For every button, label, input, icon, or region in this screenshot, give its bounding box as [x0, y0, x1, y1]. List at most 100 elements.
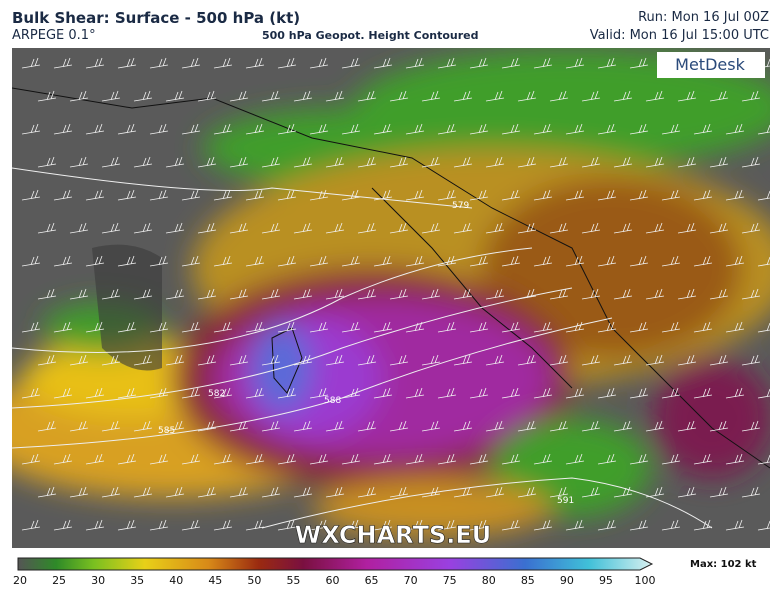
wind-barb: [165, 156, 185, 168]
wind-barb: [757, 322, 770, 333]
wind-barb: [709, 90, 729, 102]
wind-barb: [645, 486, 665, 498]
wind-barb: [469, 387, 489, 399]
valid: Valid: Mon 16 Jul 15:00 UTC: [589, 28, 769, 43]
wind-barb: [165, 90, 185, 102]
wind-barb: [725, 453, 745, 465]
wind-barb: [437, 519, 457, 531]
wind-barb: [245, 255, 265, 267]
wind-barb: [389, 156, 409, 168]
colorbar-tick-label: 80: [482, 574, 496, 587]
wind-barb: [293, 354, 313, 366]
wind-barb: [245, 387, 265, 399]
wind-barb: [725, 255, 745, 267]
wind-barb: [165, 354, 185, 366]
wind-barb: [517, 486, 537, 498]
wind-barb: [741, 90, 761, 102]
wind-barb: [213, 453, 233, 465]
wind-barb: [389, 354, 409, 366]
wind-barb: [53, 453, 73, 465]
wind-barb: [37, 486, 57, 498]
wind-barb: [469, 57, 489, 69]
wind-barb: [421, 354, 441, 366]
contour-label: 591: [557, 496, 574, 506]
wind-barb: [21, 321, 41, 333]
wind-barb: [213, 321, 233, 333]
wind-barb: [501, 189, 521, 201]
wind-barb: [245, 321, 265, 333]
wind-barb: [757, 520, 770, 531]
wind-barb: [581, 288, 601, 300]
wind-barb: [757, 256, 770, 267]
wind-barb: [693, 255, 713, 267]
wind-barb: [229, 156, 249, 168]
wind-barb: [213, 123, 233, 135]
wind-barb: [229, 486, 249, 498]
wind-barb: [101, 90, 121, 102]
wind-barb: [277, 255, 297, 267]
wind-barb: [37, 288, 57, 300]
wind-barb: [501, 321, 521, 333]
wind-barb: [517, 420, 537, 432]
wind-barb: [149, 387, 169, 399]
wind-barb: [85, 321, 105, 333]
wind-barb: [37, 420, 57, 432]
wind-barb: [373, 387, 393, 399]
wind-barb: [53, 57, 73, 69]
wind-barb: [133, 156, 153, 168]
wind-barb: [149, 255, 169, 267]
wind-barb: [373, 123, 393, 135]
wind-barb: [677, 156, 697, 168]
colorbar-tick-label: 55: [286, 574, 300, 587]
wind-barb: [213, 189, 233, 201]
wind-barb: [309, 321, 329, 333]
wind-barb: [133, 222, 153, 234]
wind-barb: [741, 354, 761, 366]
wind-barb: [37, 222, 57, 234]
colorbar-tick-label: 70: [404, 574, 418, 587]
run: Run: Mon 16 Jul 00Z: [638, 10, 769, 25]
wind-barb: [293, 222, 313, 234]
wind-barb: [213, 255, 233, 267]
wind-barb: [453, 486, 473, 498]
wind-barb: [421, 156, 441, 168]
wind-barb: [421, 420, 441, 432]
wind-barb: [133, 486, 153, 498]
wind-barb: [245, 57, 265, 69]
wind-barb: [757, 388, 770, 399]
colorbar-tick-label: 95: [599, 574, 613, 587]
wind-barb: [421, 288, 441, 300]
wind-barb: [437, 123, 457, 135]
wind-barb: [501, 519, 521, 531]
wind-barb: [613, 288, 633, 300]
wind-barb: [309, 387, 329, 399]
wind-barb: [405, 321, 425, 333]
wind-barb: [309, 453, 329, 465]
wind-barb: [277, 387, 297, 399]
wind-barb: [485, 156, 505, 168]
wind-barb: [389, 420, 409, 432]
wind-barb: [69, 420, 89, 432]
wind-barb: [245, 519, 265, 531]
wind-barb: [373, 255, 393, 267]
wind-barb: [181, 519, 201, 531]
wind-barb: [437, 453, 457, 465]
wind-barb: [85, 189, 105, 201]
wind-barb: [501, 123, 521, 135]
wind-barb: [357, 288, 377, 300]
wind-barb: [549, 288, 569, 300]
wind-barb: [37, 354, 57, 366]
wind-barb: [261, 222, 281, 234]
wind-barb: [325, 354, 345, 366]
colorbar-tick-label: 35: [130, 574, 144, 587]
wind-barb: [709, 156, 729, 168]
colorbar-tick-label: 100: [635, 574, 656, 587]
wind-barb: [389, 288, 409, 300]
wind-barb: [405, 255, 425, 267]
wind-barb: [453, 354, 473, 366]
wind-barb: [197, 420, 217, 432]
wind-barb: [629, 57, 649, 69]
wind-barb: [357, 486, 377, 498]
wind-barb: [565, 453, 585, 465]
wind-barb: [405, 189, 425, 201]
